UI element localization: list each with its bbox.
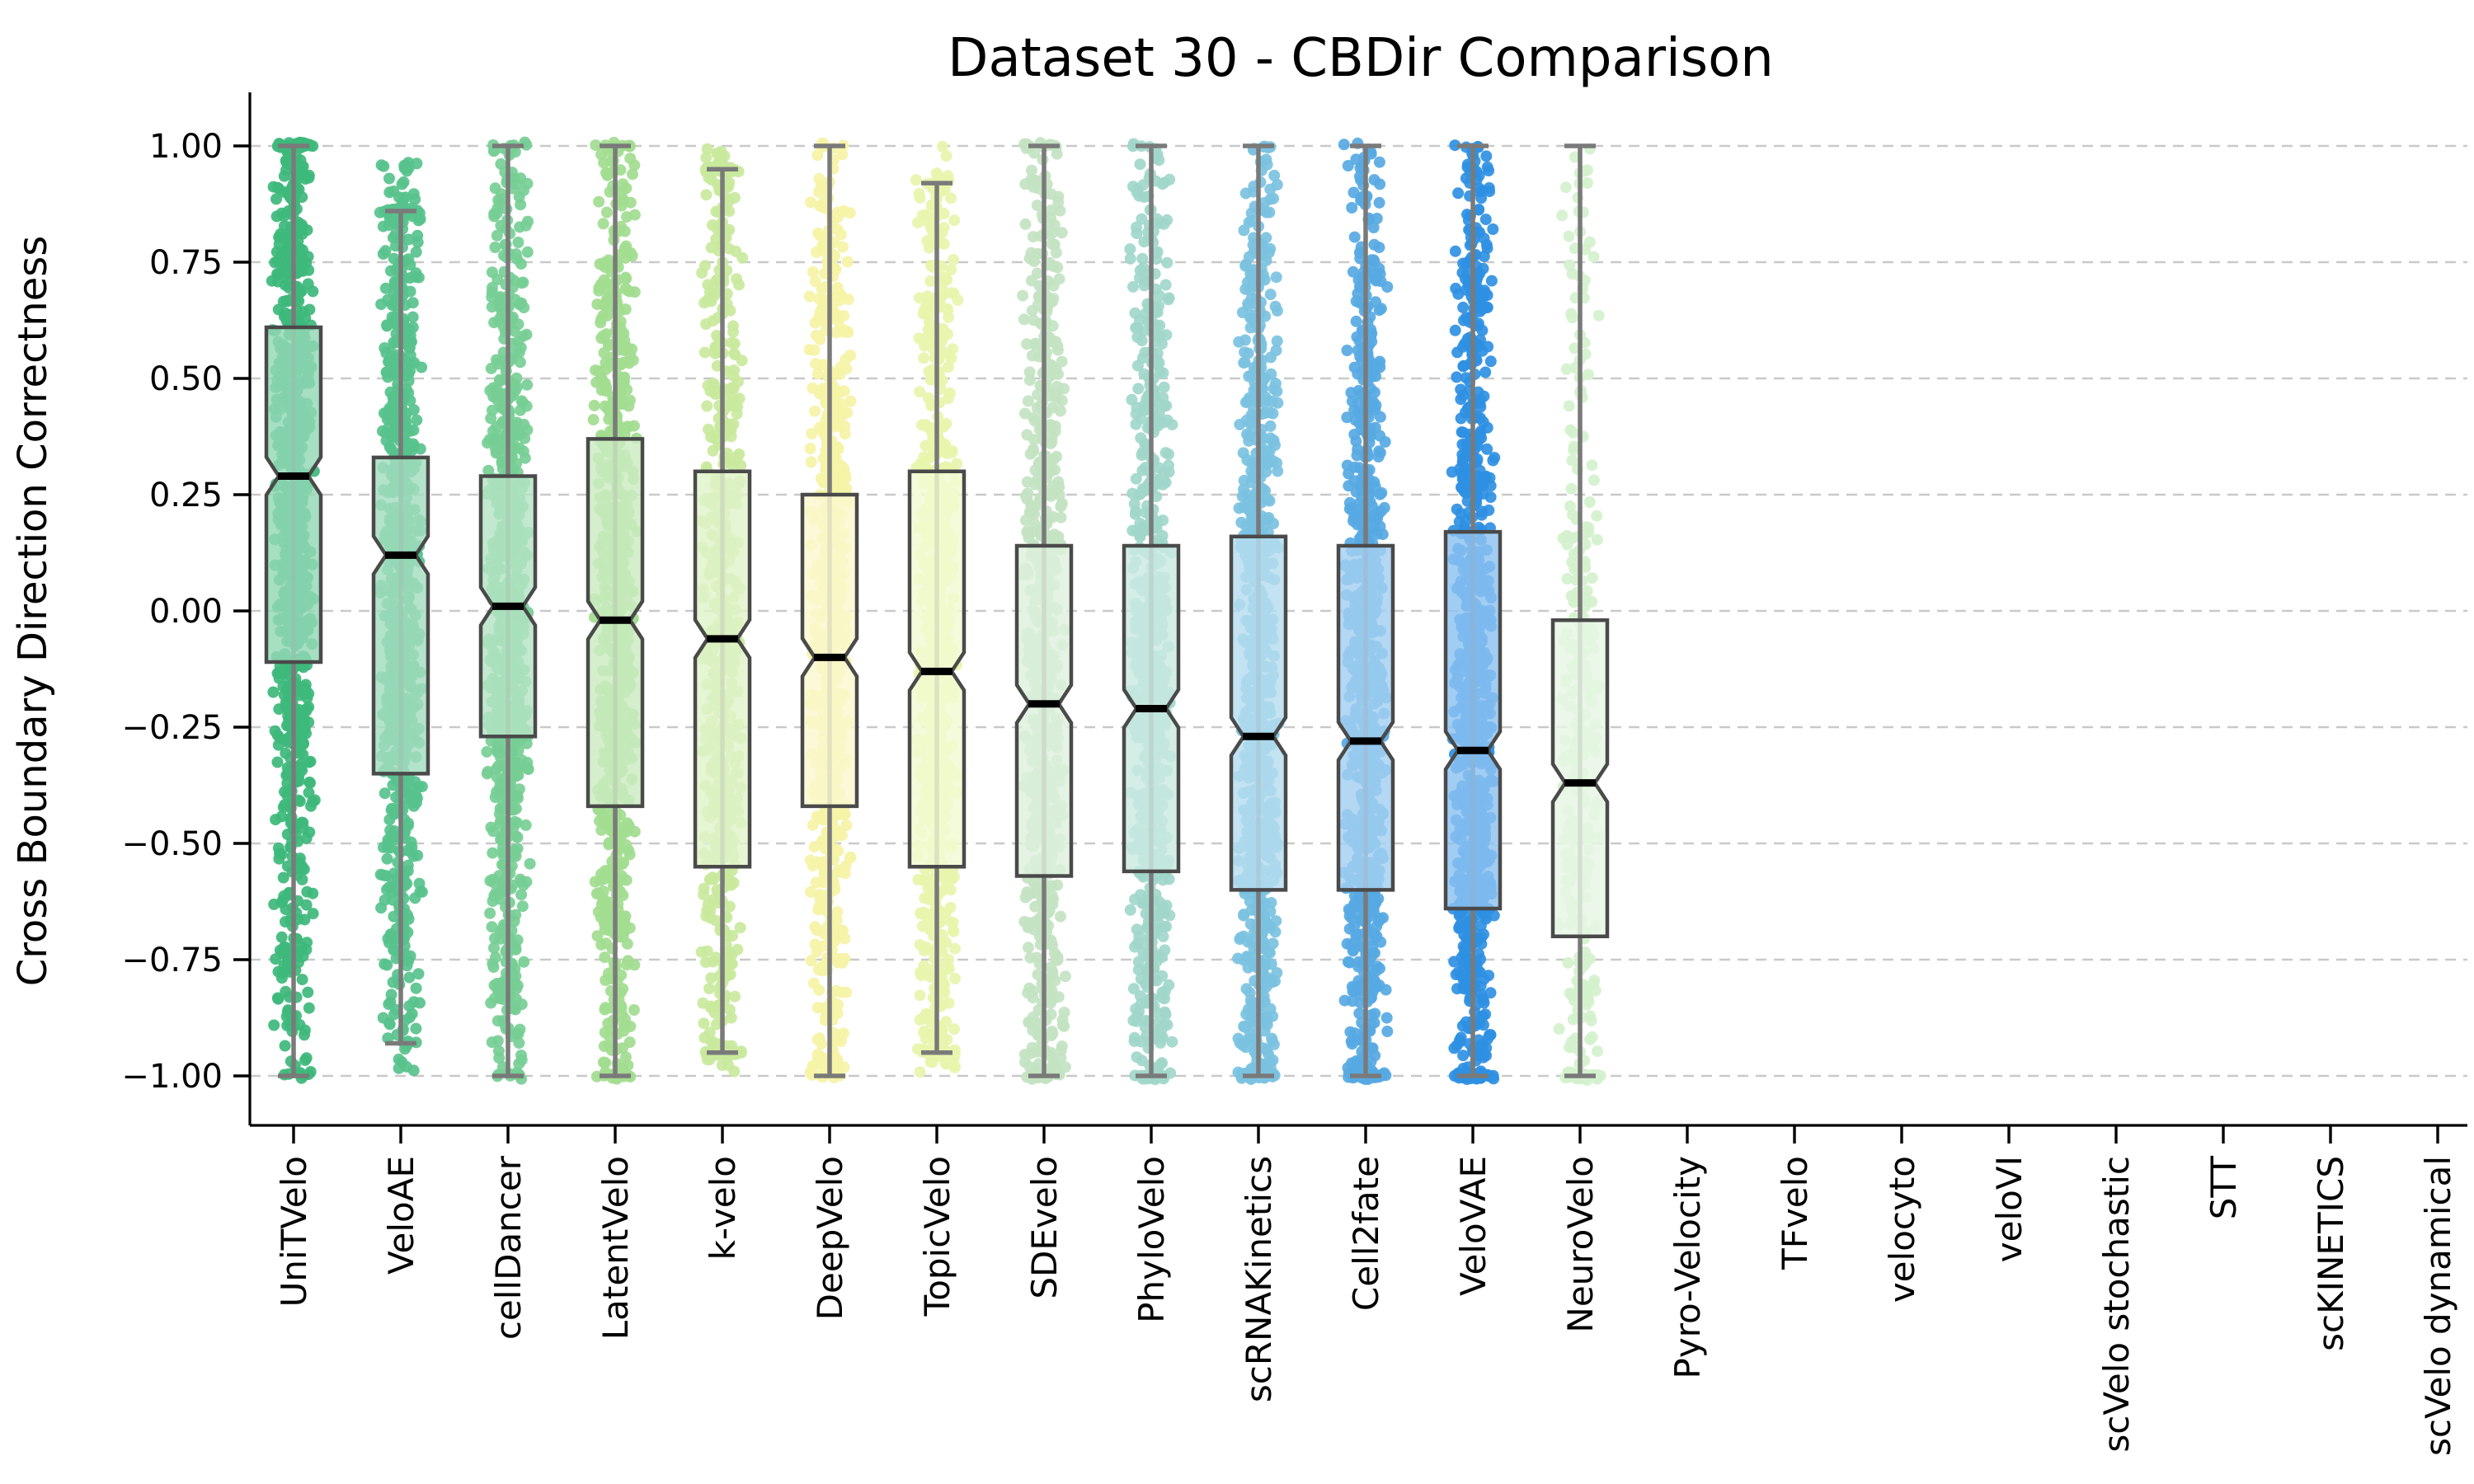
y-axis-label: Cross Boundary Direction Correctness — [10, 236, 56, 987]
series-scrnakinetics — [1229, 140, 1288, 1085]
box — [800, 492, 859, 809]
series-sdevelo — [1014, 137, 1074, 1085]
y-tick-label: −1.00 — [121, 1058, 223, 1096]
y-tick-label: 0.00 — [149, 593, 223, 631]
x-tick-label: TFvelo — [1775, 1156, 1815, 1270]
x-tick-label: SDEvelo — [1024, 1156, 1065, 1299]
series-velovae — [1443, 139, 1503, 1085]
y-tick-label: 1.00 — [149, 128, 223, 166]
x-tick-label: veloVI — [1989, 1156, 2030, 1262]
x-tick-label: cellDancer — [488, 1155, 529, 1340]
series-layer — [264, 136, 1610, 1086]
x-tick-label: TopicVelo — [917, 1156, 957, 1317]
x-tick-label: DeepVelo — [810, 1156, 850, 1320]
chart-title: Dataset 30 - CBDir Comparison — [948, 28, 1774, 89]
box — [693, 469, 752, 869]
x-tick-label: VeloVAE — [1453, 1156, 1493, 1296]
x-tick-label: PhyloVelo — [1131, 1156, 1172, 1323]
series-neurovelo — [1550, 143, 1610, 1086]
box — [1443, 529, 1503, 911]
x-tick-label: Pyro-Velocity — [1667, 1156, 1708, 1378]
y-tick-label: 0.25 — [149, 477, 223, 514]
series-k-velo — [693, 143, 752, 1078]
box — [1336, 543, 1395, 892]
series-celldancer — [478, 136, 538, 1085]
axes-layer: 1.00 0.75 0.50 0.25 0.00 −0.25 −0.50 −0.75 −1.00… — [121, 92, 2467, 1456]
series-deepvelo — [800, 137, 859, 1083]
y-tick-label: −0.25 — [121, 709, 223, 747]
series-latentvelo — [586, 136, 645, 1085]
series-unitvelo — [264, 136, 323, 1084]
series-cell2fate — [1336, 137, 1395, 1085]
x-tick-label: UniTVelo — [274, 1156, 314, 1307]
y-tick-label: 0.50 — [149, 360, 223, 398]
y-tick-label: 0.75 — [149, 244, 223, 282]
series-phylovelo — [1122, 138, 1181, 1086]
series-veloae — [371, 157, 430, 1077]
x-tick-label: velocyto — [1882, 1156, 1922, 1303]
box — [371, 455, 430, 776]
x-tick-label: STT — [2204, 1156, 2244, 1220]
x-tick-label: LatentVelo — [595, 1156, 636, 1340]
series-topicvelo — [907, 140, 967, 1078]
y-tick-label: −0.75 — [121, 942, 223, 979]
box — [1550, 618, 1610, 939]
x-tick-label: k-velo — [703, 1156, 743, 1260]
y-tick-label: −0.50 — [121, 825, 223, 863]
box — [1229, 534, 1288, 892]
box — [264, 325, 323, 665]
x-tick-label: VeloAE — [381, 1156, 421, 1275]
x-tick-label: Cell2fate — [1346, 1156, 1386, 1311]
x-tick-label: scVelo dynamical — [2418, 1156, 2458, 1456]
x-tick-label: NeuroVelo — [1560, 1156, 1601, 1333]
x-tick-label: scKINETICS — [2311, 1156, 2351, 1351]
x-tick-label: scVelo stochastic — [2096, 1156, 2137, 1453]
box — [1014, 543, 1074, 878]
x-tick-label: scRNAKinetics — [1239, 1156, 1279, 1402]
